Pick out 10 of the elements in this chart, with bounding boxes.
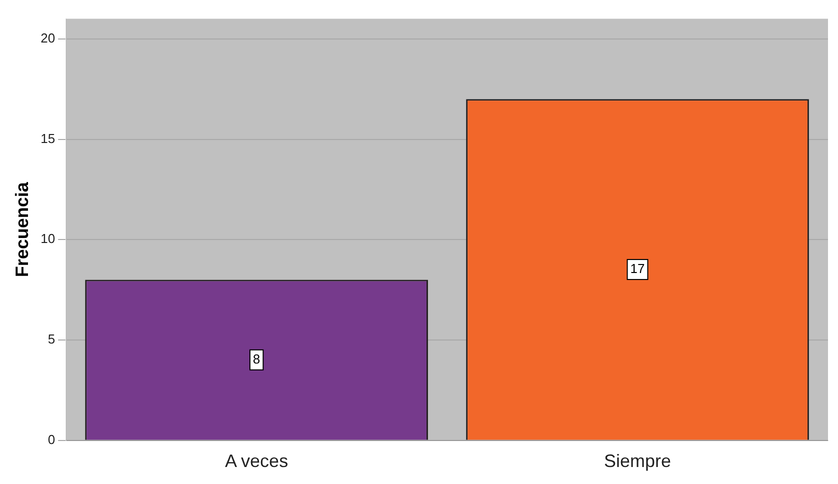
x-tick-label: A veces <box>225 451 288 472</box>
y-tick-label: 15 <box>40 130 56 146</box>
data-label: 8 <box>252 351 260 366</box>
y-tick-label: 0 <box>48 432 56 447</box>
y-tick-label: 20 <box>40 30 56 46</box>
data-label: 17 <box>630 261 645 276</box>
y-tick-label: 5 <box>48 332 56 347</box>
y-axis-title: Frecuencia <box>12 181 32 278</box>
y-tick-label: 10 <box>40 231 56 246</box>
x-tick-label: Siempre <box>604 451 672 472</box>
